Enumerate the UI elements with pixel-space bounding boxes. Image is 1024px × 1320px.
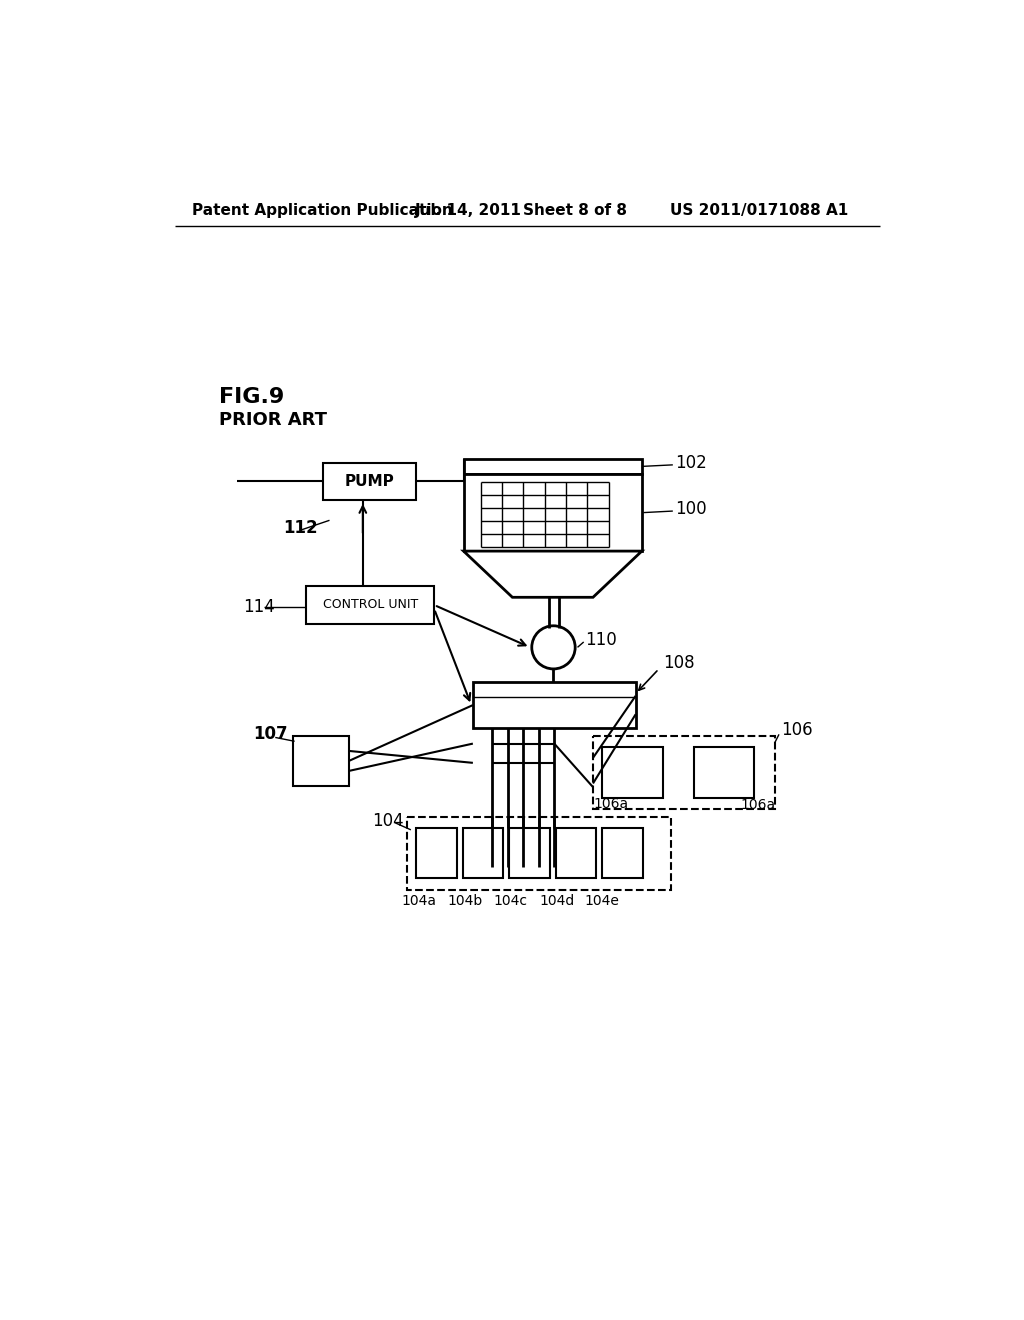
Circle shape <box>531 626 575 669</box>
Text: Patent Application Publication: Patent Application Publication <box>191 203 453 218</box>
Bar <box>407 817 671 890</box>
Text: US 2011/0171088 A1: US 2011/0171088 A1 <box>671 203 849 218</box>
Text: 104b: 104b <box>447 895 482 908</box>
Text: CONTROL UNIT: CONTROL UNIT <box>323 598 418 611</box>
Bar <box>306 586 434 624</box>
Bar <box>464 474 642 552</box>
Text: 110: 110 <box>586 631 617 648</box>
Text: 106a: 106a <box>740 799 775 812</box>
Text: 104c: 104c <box>494 895 527 908</box>
Text: 100: 100 <box>675 500 707 517</box>
Polygon shape <box>464 552 642 597</box>
Text: 104: 104 <box>372 812 403 829</box>
Bar <box>463 829 503 878</box>
Text: 106: 106 <box>781 721 813 739</box>
Text: 114: 114 <box>243 598 274 616</box>
Bar <box>464 459 642 474</box>
Bar <box>593 737 775 809</box>
Bar <box>602 747 663 797</box>
Text: 107: 107 <box>254 726 288 743</box>
Bar <box>293 737 349 785</box>
Bar <box>509 829 550 878</box>
Text: 104e: 104e <box>585 895 620 908</box>
Bar <box>473 682 636 729</box>
Text: 108: 108 <box>663 653 694 672</box>
Bar <box>417 829 457 878</box>
Text: 106a: 106a <box>593 797 628 810</box>
Text: PRIOR ART: PRIOR ART <box>219 412 328 429</box>
Text: Sheet 8 of 8: Sheet 8 of 8 <box>523 203 628 218</box>
Text: 102: 102 <box>675 454 707 471</box>
Text: FIG.9: FIG.9 <box>219 387 285 407</box>
Text: PUMP: PUMP <box>345 474 394 488</box>
Bar <box>324 462 417 499</box>
Text: Jul. 14, 2011: Jul. 14, 2011 <box>415 203 521 218</box>
Text: 104d: 104d <box>539 895 574 908</box>
Text: 112: 112 <box>283 519 317 537</box>
Bar <box>693 747 755 797</box>
Bar <box>602 829 643 878</box>
Text: 104a: 104a <box>401 895 436 908</box>
Bar <box>556 829 596 878</box>
